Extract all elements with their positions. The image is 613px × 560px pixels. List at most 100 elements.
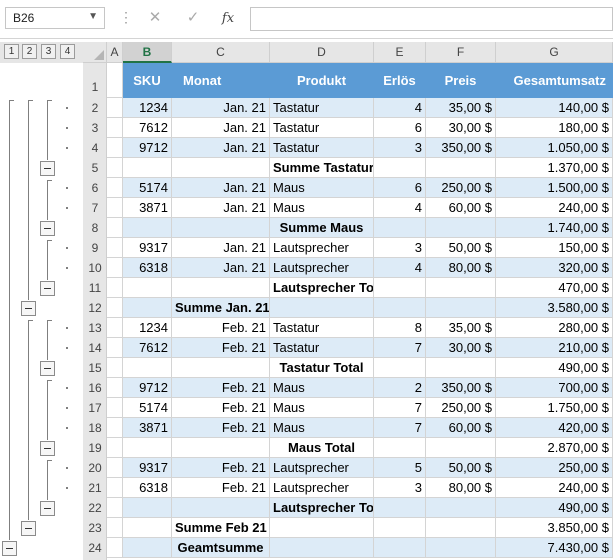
table-cell[interactable]	[426, 538, 496, 558]
table-cell[interactable]: 3.580,00 $	[496, 298, 613, 318]
table-cell[interactable]: 6318	[123, 478, 172, 498]
table-cell[interactable]: 7612	[123, 338, 172, 358]
column-header-a[interactable]: A	[107, 42, 123, 63]
column-header-b[interactable]: B	[123, 42, 172, 63]
table-cell[interactable]: 6	[374, 118, 426, 138]
table-cell[interactable]: Maus	[270, 418, 374, 438]
table-cell[interactable]: Summe Maus	[270, 218, 374, 238]
table-cell[interactable]: 7	[374, 418, 426, 438]
table-cell[interactable]	[123, 278, 172, 298]
insert-function-button[interactable]: fx	[215, 7, 241, 29]
table-cell[interactable]: Feb. 21	[172, 418, 270, 438]
cell-empty[interactable]	[107, 238, 123, 258]
table-cell[interactable]: 350,00 $	[426, 138, 496, 158]
row-header[interactable]: 12	[88, 301, 102, 315]
table-cell[interactable]: Maus	[270, 378, 374, 398]
table-cell[interactable]: Tastatur	[270, 98, 374, 118]
table-cell[interactable]: 30,00 $	[426, 118, 496, 138]
cell-empty[interactable]	[107, 538, 123, 558]
outline-level-1-button[interactable]: 1	[4, 44, 19, 59]
row-header[interactable]: 22	[88, 501, 102, 515]
table-header-cell[interactable]: Monat	[172, 63, 270, 98]
table-cell[interactable]: Feb. 21	[172, 378, 270, 398]
table-header-cell[interactable]: Gesamtumsatz	[496, 63, 613, 98]
name-box[interactable]: B26 ▼	[5, 7, 105, 29]
cell-empty[interactable]	[107, 98, 123, 118]
table-cell[interactable]: 3871	[123, 418, 172, 438]
collapse-button[interactable]	[40, 161, 55, 176]
table-cell[interactable]: 6	[374, 178, 426, 198]
row-header[interactable]: 10	[88, 261, 102, 275]
table-cell[interactable]: Lautsprecher	[270, 238, 374, 258]
table-cell[interactable]: 4	[374, 198, 426, 218]
table-cell[interactable]: 250,00 $	[426, 178, 496, 198]
table-cell[interactable]	[374, 158, 426, 178]
cell-empty[interactable]	[107, 518, 123, 538]
outline-level-4-button[interactable]: 4	[60, 44, 75, 59]
table-cell[interactable]: 5	[374, 458, 426, 478]
row-header[interactable]: 3	[91, 121, 99, 135]
cell-empty[interactable]	[107, 418, 123, 438]
table-cell[interactable]: 60,00 $	[426, 418, 496, 438]
row-header[interactable]: 14	[88, 341, 102, 355]
table-cell[interactable]: 30,00 $	[426, 338, 496, 358]
collapse-button[interactable]	[40, 221, 55, 236]
table-cell[interactable]	[123, 538, 172, 558]
table-cell[interactable]	[123, 158, 172, 178]
cell-empty[interactable]	[107, 358, 123, 378]
cell-empty[interactable]	[107, 438, 123, 458]
table-cell[interactable]: 4	[374, 258, 426, 278]
table-cell[interactable]: 3871	[123, 198, 172, 218]
table-cell[interactable]	[123, 358, 172, 378]
cancel-button[interactable]: ✕	[142, 7, 168, 29]
table-cell[interactable]	[426, 158, 496, 178]
cell-empty[interactable]	[107, 338, 123, 358]
table-cell[interactable]	[172, 278, 270, 298]
row-header[interactable]: 20	[88, 461, 102, 475]
cell-empty[interactable]	[107, 198, 123, 218]
table-cell[interactable]: Feb. 21	[172, 338, 270, 358]
cell-empty[interactable]	[107, 138, 123, 158]
cell-empty[interactable]	[107, 258, 123, 278]
table-cell[interactable]	[172, 218, 270, 238]
table-cell[interactable]: 9712	[123, 138, 172, 158]
row-header[interactable]: 21	[88, 481, 102, 495]
table-cell[interactable]: Tastatur	[270, 318, 374, 338]
table-cell[interactable]: Tastatur	[270, 138, 374, 158]
row-header[interactable]: 5	[91, 161, 99, 175]
table-cell[interactable]: 80,00 $	[426, 258, 496, 278]
table-cell[interactable]: Maus Total	[270, 438, 374, 458]
column-header-c[interactable]: C	[172, 42, 270, 63]
outline-level-3-button[interactable]: 3	[41, 44, 56, 59]
table-cell[interactable]: 1.500,00 $	[496, 178, 613, 198]
table-cell[interactable]: 1234	[123, 98, 172, 118]
table-cell[interactable]: Tastatur	[270, 118, 374, 138]
table-cell[interactable]: 2	[374, 378, 426, 398]
table-cell[interactable]: Jan. 21	[172, 98, 270, 118]
table-cell[interactable]: Feb. 21	[172, 458, 270, 478]
table-cell[interactable]: Geamtsumme	[172, 538, 270, 558]
table-cell[interactable]: Jan. 21	[172, 238, 270, 258]
table-cell[interactable]: 50,00 $	[426, 238, 496, 258]
table-cell[interactable]: 7.430,00 $	[496, 538, 613, 558]
cell-empty[interactable]	[107, 378, 123, 398]
table-cell[interactable]: Jan. 21	[172, 138, 270, 158]
collapse-button[interactable]	[21, 301, 36, 316]
table-cell[interactable]	[123, 518, 172, 538]
table-cell[interactable]: 700,00 $	[496, 378, 613, 398]
row-header[interactable]: 11	[88, 281, 102, 295]
table-cell[interactable]: 470,00 $	[496, 278, 613, 298]
table-cell[interactable]	[426, 358, 496, 378]
table-cell[interactable]: 2.870,00 $	[496, 438, 613, 458]
table-cell[interactable]: Jan. 21	[172, 198, 270, 218]
table-cell[interactable]: 150,00 $	[496, 238, 613, 258]
table-cell[interactable]: 5174	[123, 398, 172, 418]
table-cell[interactable]	[374, 518, 426, 538]
table-cell[interactable]: 3	[374, 138, 426, 158]
table-cell[interactable]: Maus	[270, 178, 374, 198]
table-cell[interactable]	[172, 358, 270, 378]
table-cell[interactable]	[374, 358, 426, 378]
table-cell[interactable]: Feb. 21	[172, 318, 270, 338]
row-header[interactable]: 23	[88, 521, 102, 535]
table-cell[interactable]: 80,00 $	[426, 478, 496, 498]
